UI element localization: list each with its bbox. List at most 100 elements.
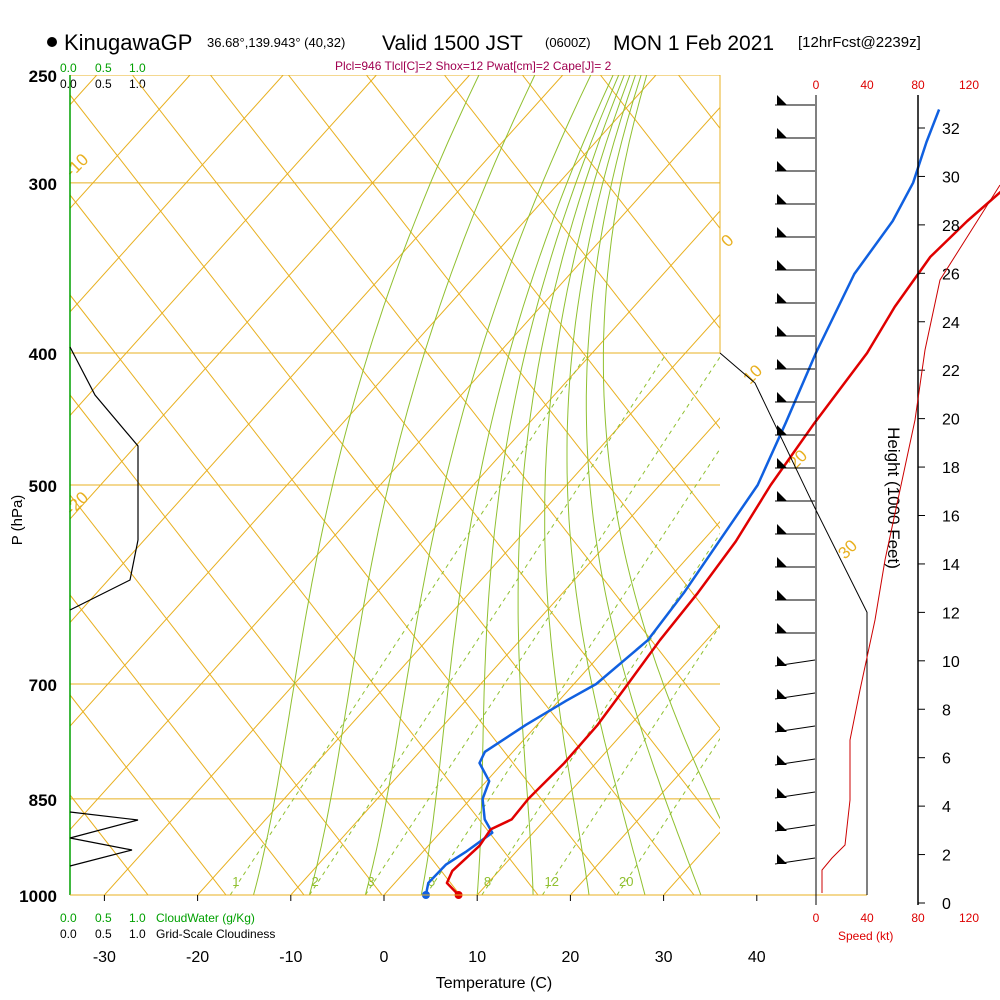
cloud-water-tick: 0.0	[60, 61, 77, 75]
dry-adiabat-line	[70, 494, 383, 895]
sounding-indices: Plcl=946 Tlcl[C]=2 Shox=12 Pwat[cm]=2 Ca…	[335, 59, 612, 73]
mixing-ratio-line	[616, 737, 720, 895]
speed-axis-bottom: 0 40 80 120 Speed (kt)	[813, 911, 980, 943]
dry-adiabat-line	[834, 75, 1000, 895]
wind-barb-flag	[777, 524, 787, 534]
wind-barb-flag	[777, 260, 787, 270]
dry-adiabat-line	[678, 75, 720, 130]
forecast-info: [12hrFcst@2239z]	[798, 34, 921, 51]
isotherm-line	[70, 75, 657, 727]
theta-label: 10	[739, 361, 766, 388]
speed-axis-top: 0 40 80 120	[813, 78, 980, 92]
wind-barb-flag	[777, 854, 787, 864]
height-tick-label: 30	[942, 169, 960, 186]
theta-label: -10	[61, 150, 92, 181]
wind-barb-flag	[777, 755, 787, 765]
isotherm-line	[383, 520, 720, 895]
height-tick-label: 16	[942, 509, 960, 526]
wind-barb-flag	[777, 227, 787, 237]
cloudiness-profile	[69, 346, 139, 611]
speed-tick: 120	[959, 911, 979, 925]
height-tick-label: 6	[942, 751, 951, 768]
x-tick-label: -10	[279, 949, 302, 966]
mixing-ratio-label: 20	[619, 874, 633, 889]
valid-utc: (0600Z)	[545, 35, 591, 50]
cloudiness-tick: 1.0	[129, 927, 146, 941]
height-tick-label: 2	[942, 848, 951, 865]
x-tick-label: -20	[186, 949, 209, 966]
cloudiness-tick: 0.0	[60, 77, 77, 91]
mixing-ratio-label: 5	[428, 874, 435, 889]
dry-adiabat-line	[366, 75, 720, 530]
pressure-tick-label: 1000	[19, 887, 57, 906]
height-tick-label: 8	[942, 702, 951, 719]
theta-label: -20	[61, 488, 92, 519]
pressure-tick-label: 500	[29, 477, 57, 496]
dry-adiabat-line	[70, 594, 305, 895]
wind-barb-flag	[777, 161, 787, 171]
height-tick-label: 10	[942, 654, 960, 671]
background-lines	[70, 75, 1000, 895]
dry-adiabat-line	[210, 75, 720, 730]
cloud-water-label: CloudWater (g/Kg)	[156, 911, 255, 925]
wind-barb-flag	[777, 425, 787, 435]
height-tick-label: 12	[942, 605, 960, 622]
station-name: KinugawaGP	[64, 30, 192, 55]
moist-adiabat-line	[364, 75, 592, 895]
height-tick-label: 20	[942, 412, 960, 429]
valid-date: MON 1 Feb 2021	[613, 32, 774, 55]
isotherm-line	[290, 417, 720, 895]
speed-tick: 80	[911, 911, 925, 925]
isotherm-line	[850, 75, 1000, 895]
dry-adiabat-line	[444, 75, 720, 430]
isotherm-line	[476, 624, 720, 895]
height-tick-label: 22	[942, 363, 960, 380]
wind-barb-flag	[777, 491, 787, 501]
dry-adiabat-line	[70, 694, 227, 895]
station-marker-icon	[47, 37, 57, 47]
dry-adiabat-line	[70, 394, 461, 895]
dry-adiabat-line	[522, 75, 720, 330]
dry-adiabat-line	[288, 75, 720, 630]
cloudiness-tick: 0.0	[60, 927, 77, 941]
cloudiness-label: Grid-Scale Cloudiness	[156, 927, 275, 941]
wind-barb-flag	[777, 689, 787, 699]
cloud-water-tick: 1.0	[129, 61, 146, 75]
wind-barb-flag	[777, 590, 787, 600]
dewpoint-line	[424, 109, 941, 896]
speed-tick: 0	[813, 78, 820, 92]
axes: -30 -20 -10 0 10 20 30 402503004005007008501000…	[19, 67, 1000, 966]
pressure-tick-label: 400	[29, 345, 57, 364]
moist-adiabat-line	[420, 75, 614, 895]
speed-tick: 120	[959, 78, 979, 92]
moist-adiabat-line	[253, 75, 480, 895]
moist-adiabat-line	[308, 75, 536, 895]
speed-tick: 40	[860, 911, 874, 925]
cloud-water-tick: 0.5	[95, 61, 112, 75]
wind-speed-line	[821, 184, 1000, 893]
mixing-ratio-line	[364, 356, 720, 895]
mixing-ratio-label: 2	[311, 874, 318, 889]
moist-adiabat-line	[544, 75, 631, 895]
wind-barb-flag	[777, 623, 787, 633]
station-coords: 36.68°,139.943° (40,32)	[207, 35, 345, 50]
mixing-ratio-label: 3	[367, 874, 374, 889]
pressure-tick-label: 250	[29, 67, 57, 86]
mixing-ratio-label: 1	[232, 874, 239, 889]
wind-barb-flag	[777, 392, 787, 402]
moist-adiabat-line	[602, 75, 720, 820]
temperature-line	[445, 190, 1000, 896]
moist-adiabat-line	[517, 75, 625, 895]
isotherm-line	[70, 75, 284, 313]
pressure-tick-label: 850	[29, 791, 57, 810]
x-tick-label: 40	[748, 949, 766, 966]
mixing-ratio-label: 12	[544, 874, 558, 889]
cloud-water-tick: 0.0	[60, 911, 77, 925]
dry-adiabat-line	[70, 194, 617, 895]
pressure-tick-label: 700	[29, 676, 57, 695]
height-tick-label: 32	[942, 121, 960, 138]
wind-barb-flag	[777, 557, 787, 567]
cloud-water-tick: 1.0	[129, 911, 146, 925]
dry-adiabat-line	[70, 94, 695, 895]
dry-adiabat-line	[70, 294, 539, 895]
